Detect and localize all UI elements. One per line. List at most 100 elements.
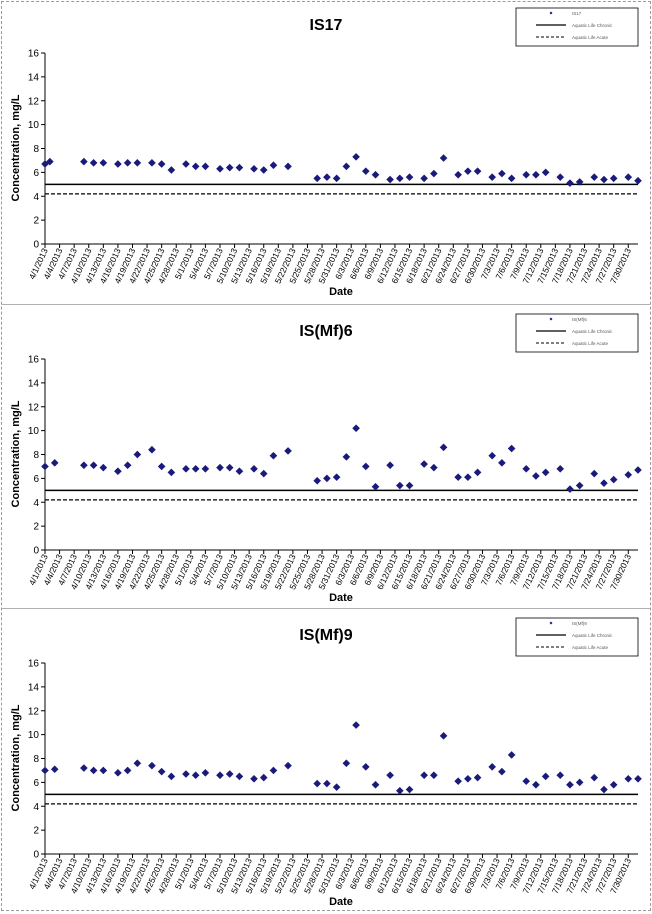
data-point (566, 485, 574, 494)
data-point (590, 173, 599, 182)
y-axis-label: Concentration, mg/L (10, 704, 22, 811)
y-tick-label: 4 (33, 498, 39, 509)
data-point (225, 163, 234, 172)
y-tick-label: 14 (28, 378, 40, 389)
data-point (488, 762, 497, 771)
data-point (148, 445, 156, 454)
legend-marker (549, 11, 553, 15)
data-point (284, 761, 292, 770)
y-tick-label: 14 (28, 72, 40, 83)
data-point (386, 461, 394, 470)
data-point (201, 162, 210, 171)
y-tick-label: 12 (28, 96, 40, 107)
x-axis-label: Date (329, 592, 353, 604)
chart-title: IS(Mf)9 (299, 627, 352, 644)
panel-divider (2, 608, 650, 609)
y-axis-label: Concentration, mg/L (10, 400, 22, 507)
data-point (395, 174, 404, 183)
data-point (371, 780, 380, 789)
data-point (420, 174, 429, 183)
y-tick-label: 2 (33, 522, 39, 533)
data-point (41, 766, 49, 775)
legend-label: IS(Mf)6 (572, 317, 587, 322)
chart-panel-ismf9: IS(Mf)9 0 2 4 6 8 10 12 14 16 4/1/2013 4/4/2013 4/7/… (0, 610, 652, 914)
data-point (566, 179, 574, 188)
x-axis-label: Date (329, 896, 353, 908)
data-point (473, 468, 482, 477)
legend-box (515, 313, 639, 353)
y-tick-label: 6 (33, 474, 39, 485)
data-point (405, 481, 414, 490)
data-point (624, 774, 633, 783)
chart-title: IS(Mf)6 (299, 323, 352, 340)
legend-label: Aquatic Life Chronic (572, 633, 613, 638)
data-point (191, 464, 200, 473)
panel-divider (2, 304, 650, 305)
data-point (498, 458, 506, 467)
data-point (634, 466, 642, 474)
data-point (323, 779, 331, 788)
data-point (99, 463, 108, 472)
y-tick-label: 10 (28, 730, 40, 741)
data-point (332, 174, 341, 183)
data-point (371, 170, 380, 179)
data-point (352, 152, 360, 161)
data-point (566, 780, 574, 789)
data-point (439, 443, 448, 452)
y-tick-label: 0 (33, 546, 39, 557)
data-point (191, 162, 200, 171)
data-point (259, 166, 268, 174)
y-tick-label: 6 (33, 168, 39, 179)
y-tick-label: 16 (28, 659, 40, 670)
chart-panel-is17: IS17 0 2 4 6 8 10 12 14 16 4/1/2013 4/4/2013 4/7/201… (0, 0, 652, 304)
data-point (386, 771, 394, 780)
data-point (575, 778, 584, 787)
data-point (532, 170, 540, 179)
data-point (575, 481, 584, 490)
data-point (284, 162, 292, 171)
data-point (216, 463, 224, 472)
data-point (133, 759, 142, 768)
x-axis-label: Date (329, 286, 353, 298)
y-tick-label: 0 (33, 850, 39, 861)
data-point (556, 464, 565, 473)
data-point (45, 157, 54, 166)
y-tick-label: 8 (33, 144, 39, 155)
data-point (522, 777, 531, 786)
scatter-chart: IS1702468101214164/1/20134/4/20134/7/201… (10, 7, 642, 298)
data-point (182, 464, 190, 473)
data-point (89, 461, 98, 470)
y-tick-label: 14 (28, 682, 40, 693)
data-point (167, 772, 176, 781)
data-point (225, 770, 234, 778)
data-point (99, 766, 108, 775)
data-point (50, 765, 59, 774)
data-point (269, 451, 278, 460)
data-point (498, 169, 506, 178)
legend-label: Aquatic Life Acute (572, 341, 609, 346)
data-point (634, 176, 642, 185)
data-point (313, 779, 322, 788)
data-point (123, 158, 132, 167)
data-point (522, 464, 531, 473)
data-point (313, 476, 322, 485)
data-point (532, 780, 540, 789)
data-point (201, 464, 210, 473)
data-point (454, 777, 463, 786)
data-point (352, 721, 360, 729)
data-point (50, 458, 59, 467)
data-point (80, 461, 88, 470)
data-point (114, 768, 122, 777)
scatter-chart: IS(Mf)902468101214164/1/20134/4/20134/7/… (10, 617, 642, 908)
data-point (541, 168, 550, 177)
data-point (429, 169, 438, 178)
y-tick-label: 10 (28, 426, 40, 437)
data-point (454, 473, 463, 482)
data-point (235, 467, 244, 476)
data-point (590, 469, 599, 478)
data-point (624, 470, 633, 479)
y-tick-label: 16 (28, 49, 40, 60)
data-point (361, 167, 370, 176)
data-point (405, 173, 414, 182)
legend-label: Aquatic Life Chronic (572, 329, 613, 334)
